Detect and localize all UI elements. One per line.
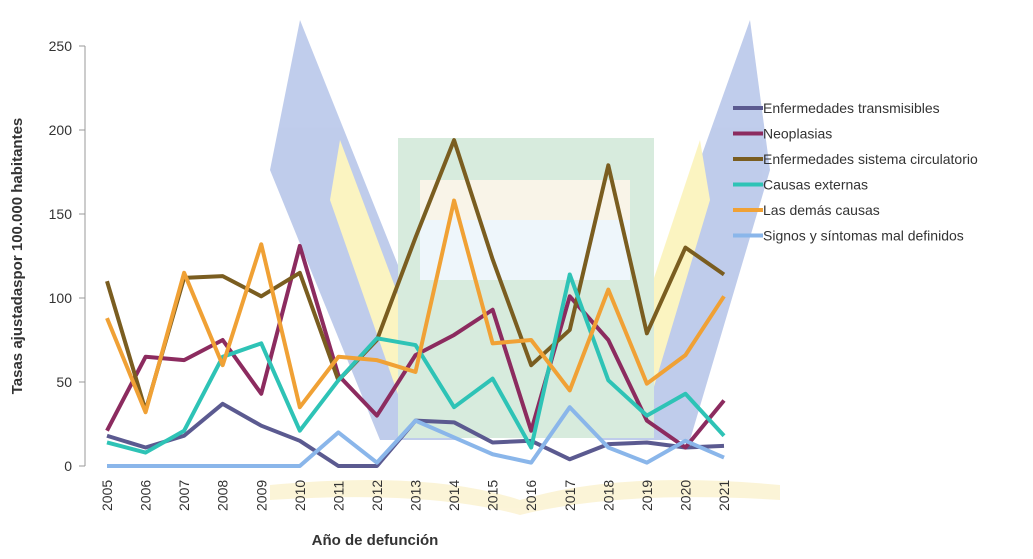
x-tick-label: 2015: [485, 480, 501, 511]
x-tick-label: 2012: [369, 480, 385, 511]
background-emblem: [270, 20, 780, 515]
legend-label: Enfermedades transmisibles: [763, 100, 940, 116]
y-axis-title: Tasas ajustadaspor 100.000 habitantes: [9, 118, 26, 395]
x-tick-label: 2010: [292, 480, 308, 511]
x-tick-label: 2016: [523, 480, 539, 511]
y-tick-label: 50: [56, 374, 72, 390]
x-tick-label: 2021: [716, 480, 732, 511]
y-tick-label: 100: [49, 290, 73, 306]
x-tick-label: 2020: [677, 480, 693, 511]
series-line: [105, 198, 726, 415]
y-tick-label: 150: [49, 206, 73, 222]
x-tick-label: 2019: [639, 480, 655, 511]
series-line: [107, 405, 725, 468]
y-tick-label: 0: [64, 458, 72, 474]
series-line: [106, 272, 726, 455]
x-tick-label: 2005: [99, 480, 115, 511]
series-line: [105, 138, 726, 413]
x-tick-label: 2017: [562, 480, 578, 511]
x-tick-label: 2011: [330, 481, 346, 511]
legend-label: Enfermedades sistema circulatorio: [763, 151, 978, 167]
series-line: [105, 243, 726, 450]
legend-label: Causas externas: [763, 177, 868, 193]
x-tick-label: 2013: [408, 480, 424, 511]
x-tick-label: 2008: [215, 480, 231, 511]
x-tick-label: 2014: [446, 480, 462, 511]
legend-label: Signos y síntomas mal definidos: [763, 228, 964, 244]
legend-label: Neoplasias: [763, 126, 832, 142]
x-tick-label: 2006: [138, 480, 154, 511]
x-tick-label: 2009: [253, 480, 269, 511]
x-axis-title: Año de defunción: [312, 532, 439, 549]
x-tick-label: 2007: [176, 480, 192, 511]
y-tick-label: 250: [49, 38, 73, 54]
y-tick-label: 200: [49, 122, 73, 138]
legend-label: Las demás causas: [763, 202, 880, 218]
x-tick-label: 2018: [600, 480, 616, 511]
